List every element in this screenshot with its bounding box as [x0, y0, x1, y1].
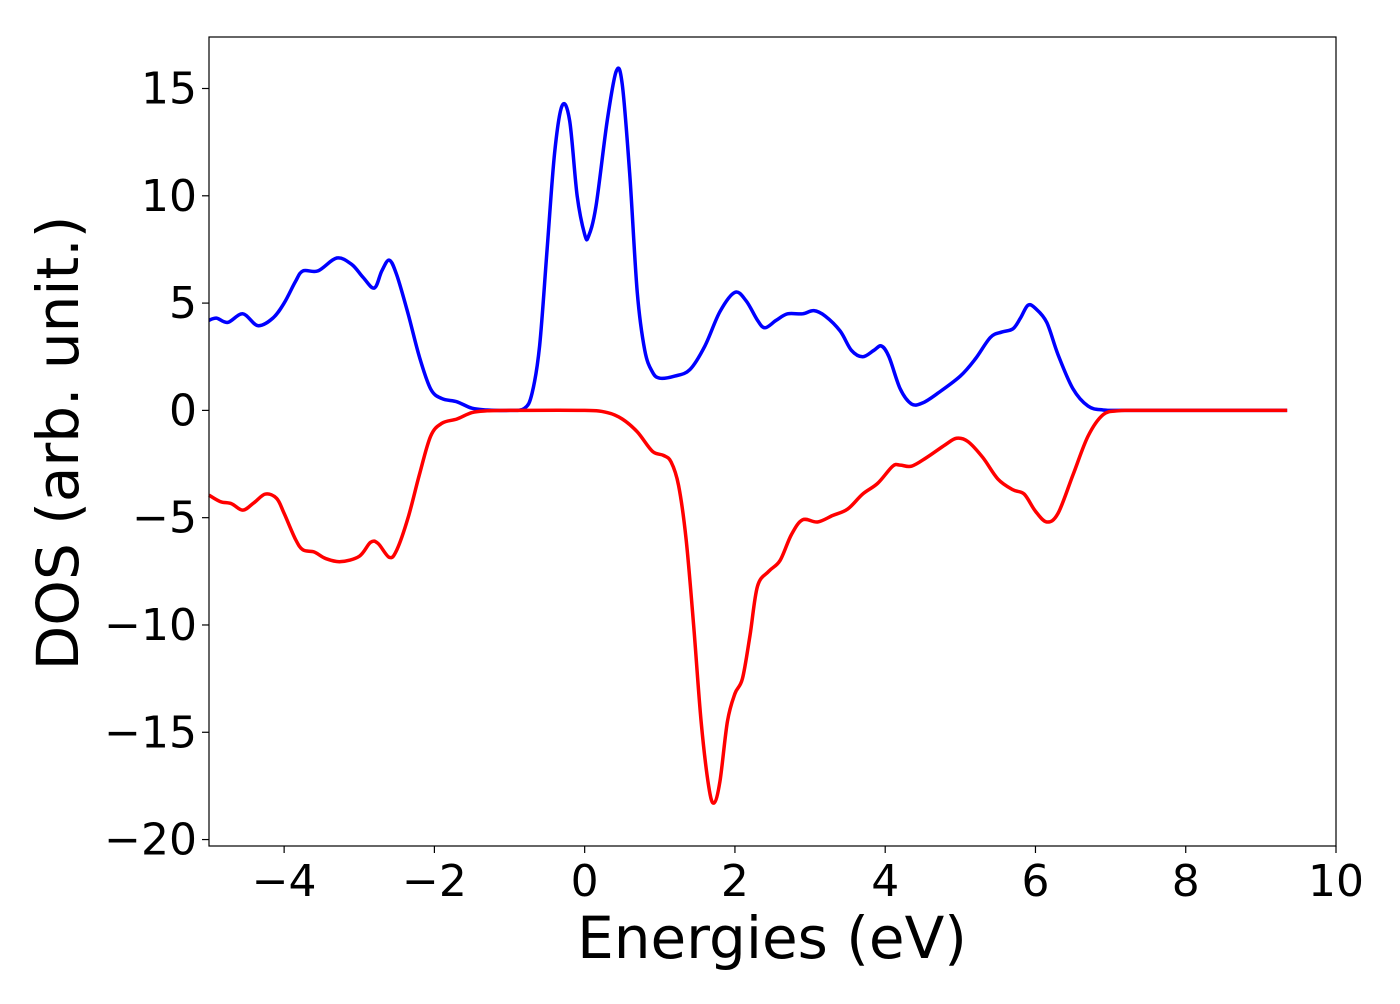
y-tick-label: 10 [141, 171, 197, 222]
x-axis-ticks: −4 −2 0 2 4 6 8 10 [252, 846, 1364, 907]
x-tick-label: 2 [721, 856, 749, 907]
y-tick-label: −20 [104, 815, 197, 866]
x-axis-label: Energies (eV) [577, 904, 967, 972]
y-tick-label: 15 [141, 64, 197, 115]
x-tick-label: 6 [1021, 856, 1049, 907]
y-tick-label: 5 [169, 278, 197, 329]
x-tick-label: 10 [1308, 856, 1364, 907]
y-tick-label: 0 [169, 385, 197, 436]
x-tick-label: 0 [571, 856, 599, 907]
series-line-2 [208, 408, 1288, 805]
y-tick-label: −5 [132, 493, 197, 544]
y-axis-ticks: −20 −15 −10 −5 0 5 10 15 [104, 64, 209, 866]
y-axis-label: DOS (arb. unit.) [24, 216, 92, 671]
series-layer [208, 66, 1288, 805]
y-tick-label: −10 [104, 600, 197, 651]
x-tick-label: 8 [1172, 856, 1200, 907]
y-tick-label: −15 [104, 707, 197, 758]
series-line-1 [208, 66, 1288, 413]
x-tick-label: −2 [402, 856, 467, 907]
x-tick-label: −4 [252, 856, 317, 907]
x-tick-label: 4 [871, 856, 899, 907]
plot-frame [208, 36, 1337, 847]
